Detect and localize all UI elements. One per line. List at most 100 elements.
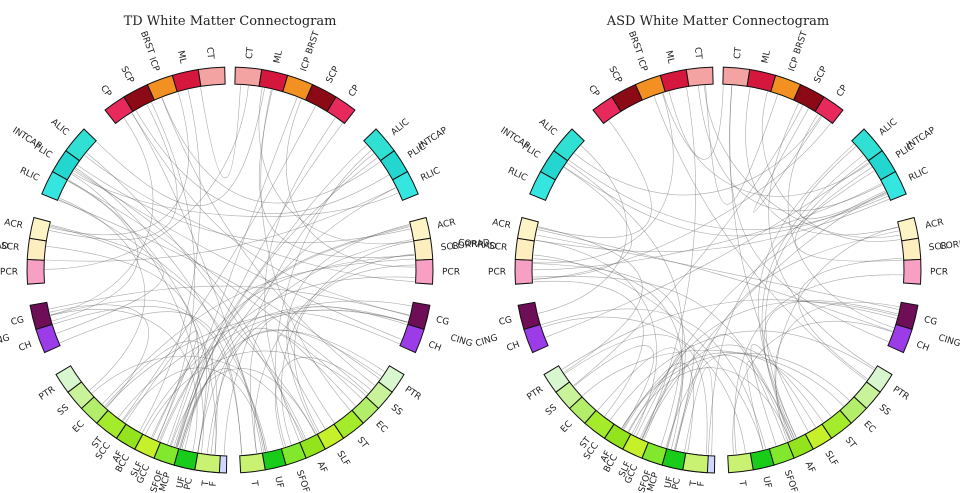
connection-chord bbox=[542, 316, 746, 453]
connection-chord bbox=[49, 285, 410, 316]
connection-chord bbox=[765, 159, 867, 438]
connection-chord bbox=[768, 103, 875, 369]
segment-label-rlic: RLIC bbox=[506, 166, 529, 184]
connection-chord bbox=[684, 366, 713, 455]
connection-chord bbox=[131, 112, 410, 316]
segment-label-scp: SCP bbox=[118, 65, 135, 86]
segment-label-scp: SCP bbox=[606, 65, 623, 86]
asd-segment-labels: CT ML ICPSCPCPALICPLICRLICACRSCRPCRCGCHPTR… bbox=[488, 46, 948, 493]
connection-chord bbox=[707, 170, 875, 455]
segment-ch bbox=[399, 323, 425, 354]
segment-label-cp: CP bbox=[98, 84, 113, 100]
segment-label-uf: UF bbox=[175, 476, 187, 490]
segment-uf bbox=[261, 448, 287, 471]
td-connectogram: TD White Matter Connectogram CT ML ICP SCP C… bbox=[0, 14, 491, 493]
connection-chord bbox=[102, 258, 415, 405]
connection-chord bbox=[642, 191, 886, 439]
connection-chord bbox=[160, 144, 367, 442]
connection-chord bbox=[537, 120, 652, 238]
segment-label-uf: UF bbox=[760, 476, 772, 490]
segment-label-ch: CH bbox=[18, 340, 34, 354]
segment-label-icp: ICP bbox=[146, 56, 161, 73]
segment-label-cg: CG bbox=[435, 315, 450, 328]
connection-chord bbox=[609, 330, 875, 421]
segment-label-scr: SCR bbox=[928, 241, 947, 253]
segment-label-ec: EC bbox=[373, 419, 389, 435]
connection-chord bbox=[58, 200, 380, 379]
td-chord-layer bbox=[44, 85, 416, 455]
segment-label-pc: PC bbox=[671, 477, 683, 490]
connection-chord bbox=[122, 105, 316, 421]
connection-chord bbox=[49, 304, 149, 409]
group-label-intcap-left: INTCAP bbox=[498, 126, 531, 152]
connection-chord bbox=[536, 234, 899, 310]
connection-chord bbox=[533, 280, 644, 417]
connection-chord bbox=[223, 153, 374, 455]
segment-scr bbox=[514, 237, 535, 261]
segment-acr bbox=[28, 216, 51, 242]
segment-label-uf: UF bbox=[272, 476, 284, 490]
connection-chord bbox=[704, 85, 900, 238]
segment-rlic bbox=[879, 170, 907, 201]
asd-title: ASD White Matter Connectogram bbox=[606, 14, 830, 29]
connection-chord bbox=[573, 345, 655, 429]
connection-chord bbox=[50, 299, 207, 453]
connection-chord bbox=[50, 225, 265, 452]
segment-label-icp: ICP bbox=[299, 56, 314, 73]
group-label-intcap-left: INTCAP bbox=[10, 126, 43, 152]
segment-label-f: F bbox=[697, 481, 707, 487]
segment-label-rlic: RLIC bbox=[18, 166, 41, 184]
connection-chord bbox=[123, 367, 267, 452]
group-label-cing-left: CING bbox=[0, 333, 11, 349]
connection-chord bbox=[131, 112, 263, 453]
connection-chord bbox=[732, 320, 893, 455]
connection-chord bbox=[58, 199, 316, 435]
connection-chord bbox=[45, 187, 396, 262]
group-label-intcap-right: INTCAP bbox=[905, 125, 938, 151]
segment-label-ptr: PTR bbox=[37, 385, 57, 403]
segment-label-ec: EC bbox=[559, 419, 575, 435]
segment-label-rlic: RLIC bbox=[419, 166, 442, 184]
connection-chord bbox=[260, 89, 351, 411]
group-label-corrad-left: CORRAD bbox=[458, 238, 498, 252]
connection-chord bbox=[533, 254, 764, 450]
connection-chord bbox=[564, 334, 708, 455]
connection-chord bbox=[44, 85, 249, 270]
connection-chord bbox=[151, 102, 196, 441]
group-label-brst-left: BRST bbox=[138, 30, 156, 56]
segment-label-ss: SS bbox=[389, 403, 404, 418]
connection-chord bbox=[71, 174, 204, 453]
connection-chord bbox=[77, 164, 411, 244]
connection-chord bbox=[161, 97, 375, 386]
segment-ptr bbox=[543, 365, 571, 393]
segment-label-ptr: PTR bbox=[891, 385, 911, 403]
segment-ct bbox=[722, 66, 751, 87]
connection-chord bbox=[75, 167, 268, 452]
connection-chord bbox=[533, 167, 632, 280]
connection-chord bbox=[628, 301, 898, 433]
segment-ch bbox=[887, 323, 913, 354]
segment-label-ec: EC bbox=[71, 419, 87, 435]
group-label-cing-right: CING bbox=[449, 333, 474, 349]
connection-chord bbox=[139, 89, 201, 432]
segment-t bbox=[239, 452, 266, 474]
segment-t bbox=[682, 452, 709, 474]
connection-chord bbox=[275, 357, 372, 448]
segment-scr bbox=[26, 237, 47, 261]
connection-chord bbox=[623, 362, 694, 453]
segment-label-ch: CH bbox=[427, 340, 443, 354]
segment-label-sfof: SFOF bbox=[782, 469, 799, 493]
segment-label-icp: ICP bbox=[787, 56, 802, 73]
connection-chord bbox=[653, 96, 867, 381]
connection-chord bbox=[175, 345, 214, 453]
connection-chord bbox=[200, 85, 241, 179]
segment-label-alic: ALIC bbox=[878, 117, 900, 138]
segment-label-ptr: PTR bbox=[403, 385, 423, 403]
connection-chord bbox=[180, 330, 385, 449]
segment-cg bbox=[517, 301, 541, 330]
segment-label-scr: SCR bbox=[0, 241, 19, 253]
connection-chord bbox=[173, 123, 343, 447]
connection-chord bbox=[176, 157, 378, 448]
segment-label-ch: CH bbox=[506, 340, 522, 354]
segment-label-cp: CP bbox=[586, 84, 601, 100]
